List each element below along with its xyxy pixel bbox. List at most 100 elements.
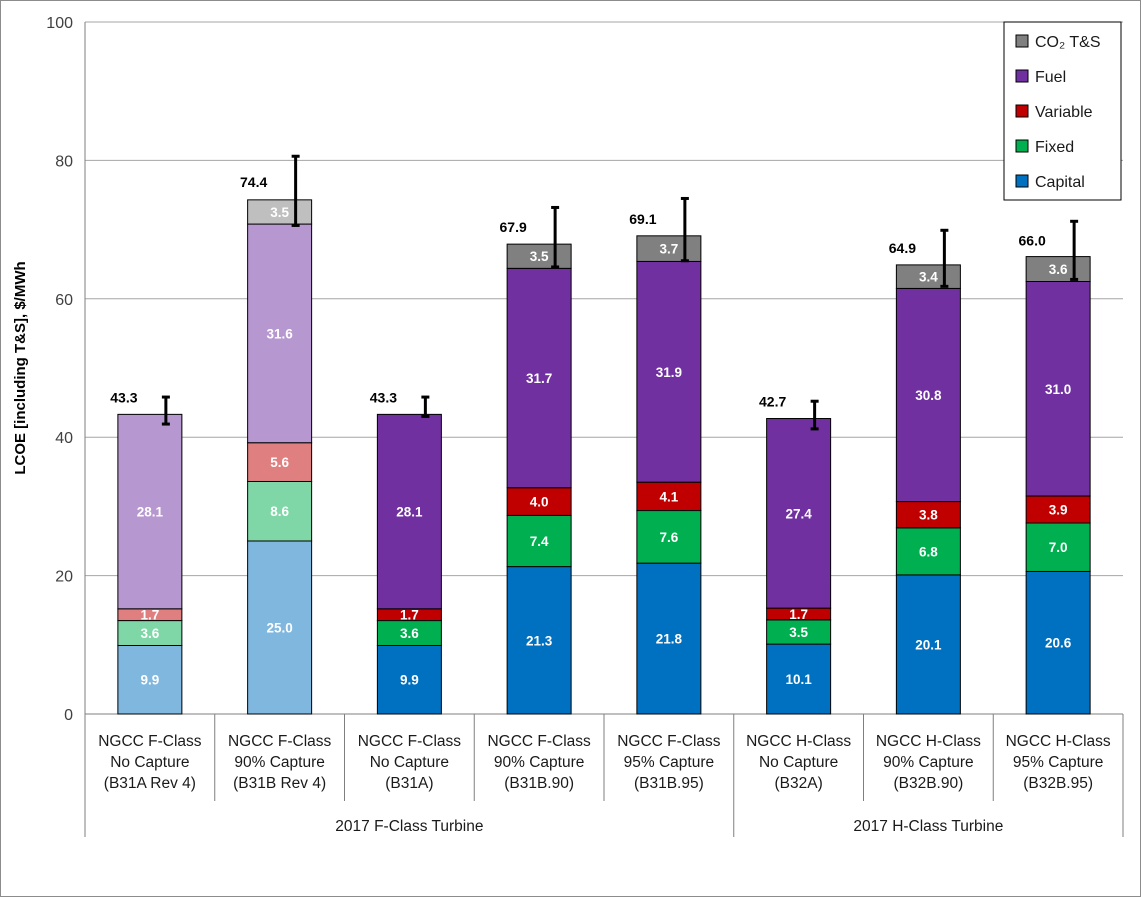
data-label-fixed-3: 7.4 [530, 534, 549, 549]
legend-swatch-variable [1015, 104, 1029, 118]
bar-segment-co-t-s-1 [247, 199, 313, 225]
bar-segment-fixed-7 [1025, 522, 1091, 572]
bar-segment-capital-1 [247, 540, 313, 715]
category-label-1-line-0: NGCC F-Class [228, 733, 332, 750]
category-label-5-line-2: (B32A) [775, 775, 823, 792]
category-label-3-line-1: 90% Capture [494, 754, 584, 771]
data-label-co-t-s-6: 3.4 [919, 270, 938, 285]
data-label-co-t-s-3: 3.5 [530, 249, 549, 264]
bar-segment-co-t-s-3 [506, 243, 572, 269]
bar-segment-fuel-0 [117, 413, 183, 610]
bar-segment-fuel-6 [895, 287, 961, 503]
bar-segment-capital-4 [636, 562, 702, 715]
data-label-fuel-7: 31.0 [1045, 382, 1071, 397]
bar-segment-variable-7 [1025, 495, 1091, 524]
bar-segment-fixed-2 [376, 620, 442, 646]
bar-segment-co-t-s-7 [1025, 256, 1091, 282]
data-label-co-t-s-4: 3.7 [659, 242, 678, 257]
data-label-variable-2: 1.7 [400, 608, 419, 623]
y-tick-label-0: 0 [64, 707, 73, 724]
legend-swatch-fuel [1015, 69, 1029, 83]
legend-swatch-capital [1015, 174, 1029, 188]
bar-segment-fixed-1 [247, 480, 313, 542]
legend-label-fixed: Fixed [1035, 139, 1074, 156]
category-label-0-line-1: No Capture [110, 754, 189, 771]
data-label-fixed-0: 3.6 [140, 626, 159, 641]
data-label-fuel-6: 30.8 [915, 388, 942, 403]
bar-segment-fixed-5 [766, 619, 832, 645]
bar-segment-fuel-2 [376, 413, 442, 610]
bar-segment-capital-0 [117, 644, 183, 715]
data-label-fixed-4: 7.6 [659, 530, 678, 545]
data-label-capital-5: 10.1 [785, 672, 812, 687]
data-label-fuel-4: 31.9 [656, 365, 682, 380]
category-label-5-line-1: No Capture [759, 754, 838, 771]
bar-segment-variable-1 [247, 442, 313, 482]
category-label-6-line-1: 90% Capture [883, 754, 973, 771]
total-label-0: 43.3 [110, 389, 137, 405]
data-label-variable-1: 5.6 [270, 455, 289, 470]
category-label-1-line-2: (B31B Rev 4) [233, 775, 326, 792]
data-label-capital-3: 21.3 [526, 633, 553, 648]
y-tick-label-60: 60 [55, 292, 73, 309]
total-label-2: 43.3 [370, 389, 397, 405]
category-label-0-line-2: (B31A Rev 4) [104, 775, 196, 792]
y-axis-label: LCOE [including T&S], $/MWh [12, 261, 29, 474]
data-label-capital-7: 20.6 [1045, 636, 1072, 651]
bar-segment-co-t-s-4 [636, 235, 702, 262]
data-label-co-t-s-1: 3.5 [270, 205, 289, 220]
y-tick-label-100: 100 [46, 15, 73, 32]
data-label-variable-7: 3.9 [1049, 503, 1068, 518]
total-label-1: 74.4 [240, 174, 267, 190]
category-label-5-line-0: NGCC H-Class [746, 733, 851, 750]
data-label-fixed-1: 8.6 [270, 504, 289, 519]
data-label-capital-4: 21.8 [656, 632, 683, 647]
category-label-2-line-0: NGCC F-Class [358, 733, 462, 750]
total-label-7: 66.0 [1019, 232, 1046, 248]
data-label-fixed-2: 3.6 [400, 626, 419, 641]
legend-label-capital: Capital [1035, 174, 1085, 191]
legend-swatch-fixed [1015, 139, 1029, 153]
data-label-fixed-5: 3.5 [789, 625, 808, 640]
data-label-fuel-1: 31.6 [266, 326, 293, 341]
y-tick-label-80: 80 [55, 153, 73, 170]
bar-segment-fuel-5 [766, 418, 832, 609]
y-tick-label-40: 40 [55, 430, 73, 447]
data-label-fixed-6: 6.8 [919, 544, 938, 559]
data-label-capital-1: 25.0 [266, 621, 292, 636]
data-label-capital-0: 9.9 [140, 673, 159, 688]
data-label-variable-0: 1.7 [140, 608, 159, 623]
bar-segment-capital-7 [1025, 570, 1091, 715]
category-label-4-line-1: 95% Capture [624, 754, 714, 771]
bar-segment-capital-3 [506, 566, 572, 715]
bar-segment-capital-6 [895, 574, 961, 715]
group-label-0: 2017 F-Class Turbine [335, 818, 483, 835]
category-label-7-line-2: (B32B.95) [1023, 775, 1093, 792]
category-label-6-line-0: NGCC H-Class [876, 733, 981, 750]
category-label-4-line-0: NGCC F-Class [617, 733, 721, 750]
data-label-fuel-5: 27.4 [785, 506, 812, 521]
data-label-fixed-7: 7.0 [1049, 540, 1068, 555]
category-label-7-line-1: 95% Capture [1013, 754, 1103, 771]
data-label-fuel-0: 28.1 [137, 505, 164, 520]
bar-segment-capital-2 [376, 644, 442, 715]
legend-swatch-co-t-s [1015, 34, 1029, 48]
data-label-capital-6: 20.1 [915, 637, 942, 652]
bar-segment-variable-3 [506, 487, 572, 516]
data-label-fuel-2: 28.1 [396, 505, 423, 520]
group-label-1: 2017 H-Class Turbine [853, 818, 1003, 835]
category-label-2-line-1: No Capture [370, 754, 449, 771]
category-label-6-line-2: (B32B.90) [893, 775, 963, 792]
category-label-3-line-2: (B31B.90) [504, 775, 574, 792]
category-label-4-line-2: (B31B.95) [634, 775, 704, 792]
y-tick-label-20: 20 [55, 569, 73, 586]
category-label-2-line-2: (B31A) [385, 775, 433, 792]
bar-segment-fuel-4 [636, 260, 702, 483]
bar-segment-fixed-6 [895, 527, 961, 576]
category-label-0-line-0: NGCC F-Class [98, 733, 202, 750]
total-label-5: 42.7 [759, 394, 786, 410]
legend-label-variable: Variable [1035, 104, 1093, 121]
data-label-variable-6: 3.8 [919, 508, 938, 523]
bar-segment-variable-4 [636, 481, 702, 512]
